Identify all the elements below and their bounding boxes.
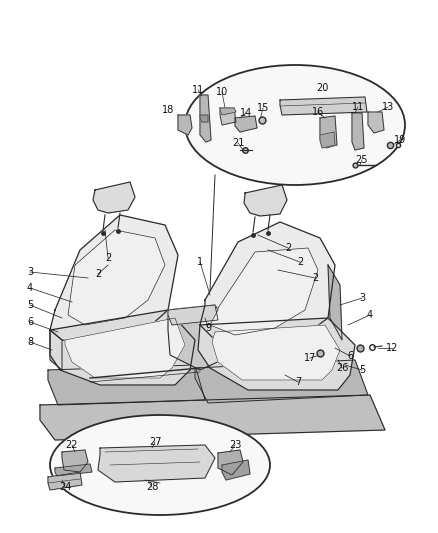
Polygon shape xyxy=(368,112,384,133)
Polygon shape xyxy=(200,222,335,352)
Text: 13: 13 xyxy=(382,102,394,112)
Text: 1: 1 xyxy=(197,257,203,267)
Text: 5: 5 xyxy=(359,365,365,375)
Polygon shape xyxy=(222,460,250,480)
Text: 27: 27 xyxy=(149,437,161,447)
Polygon shape xyxy=(198,318,355,390)
Text: 2: 2 xyxy=(95,269,101,279)
Ellipse shape xyxy=(50,415,270,515)
Text: 18: 18 xyxy=(162,105,174,115)
Polygon shape xyxy=(98,445,215,482)
Polygon shape xyxy=(40,395,385,440)
Text: 26: 26 xyxy=(336,363,348,373)
Polygon shape xyxy=(200,95,211,142)
Polygon shape xyxy=(212,325,340,380)
Text: 9: 9 xyxy=(205,323,211,333)
Text: 6: 6 xyxy=(347,351,353,361)
Text: 2: 2 xyxy=(312,273,318,283)
Text: 14: 14 xyxy=(240,108,252,118)
Polygon shape xyxy=(218,450,243,475)
Text: 2: 2 xyxy=(297,257,303,267)
Text: 28: 28 xyxy=(146,482,158,492)
Polygon shape xyxy=(50,215,178,345)
Text: 15: 15 xyxy=(257,103,269,113)
Text: 4: 4 xyxy=(27,283,33,293)
Text: 7: 7 xyxy=(295,377,301,387)
Text: 2: 2 xyxy=(105,253,111,263)
Polygon shape xyxy=(280,97,367,115)
Text: 12: 12 xyxy=(386,343,398,353)
Polygon shape xyxy=(320,132,335,148)
Polygon shape xyxy=(168,305,230,370)
Polygon shape xyxy=(68,230,165,325)
Polygon shape xyxy=(210,248,318,335)
Polygon shape xyxy=(200,115,208,122)
Polygon shape xyxy=(55,464,92,476)
Polygon shape xyxy=(65,318,185,378)
Polygon shape xyxy=(244,185,287,216)
Polygon shape xyxy=(48,365,205,405)
Text: 8: 8 xyxy=(27,337,33,347)
Polygon shape xyxy=(195,360,368,403)
Polygon shape xyxy=(328,265,342,340)
Text: 23: 23 xyxy=(229,440,241,450)
Polygon shape xyxy=(320,116,337,148)
Text: 2: 2 xyxy=(285,243,291,253)
Text: 10: 10 xyxy=(216,87,228,97)
Text: 3: 3 xyxy=(359,293,365,303)
Text: 4: 4 xyxy=(367,310,373,320)
Text: 5: 5 xyxy=(27,300,33,310)
Text: 20: 20 xyxy=(316,83,328,93)
Polygon shape xyxy=(352,113,364,150)
Text: 24: 24 xyxy=(59,482,71,492)
Text: 21: 21 xyxy=(232,138,244,148)
Text: 16: 16 xyxy=(312,107,324,117)
Polygon shape xyxy=(168,305,218,325)
Ellipse shape xyxy=(185,65,405,185)
Polygon shape xyxy=(220,108,236,115)
Polygon shape xyxy=(220,108,236,125)
Text: 25: 25 xyxy=(356,155,368,165)
Polygon shape xyxy=(48,472,82,490)
Text: 11: 11 xyxy=(192,85,204,95)
Polygon shape xyxy=(235,116,257,132)
Polygon shape xyxy=(178,115,192,135)
Polygon shape xyxy=(50,310,195,385)
Polygon shape xyxy=(93,182,135,213)
Text: 11: 11 xyxy=(352,102,364,112)
Polygon shape xyxy=(50,330,62,370)
Text: 22: 22 xyxy=(66,440,78,450)
Text: 17: 17 xyxy=(304,353,316,363)
Polygon shape xyxy=(62,450,88,472)
Text: 3: 3 xyxy=(27,267,33,277)
Text: 19: 19 xyxy=(394,135,406,145)
Text: 6: 6 xyxy=(27,317,33,327)
